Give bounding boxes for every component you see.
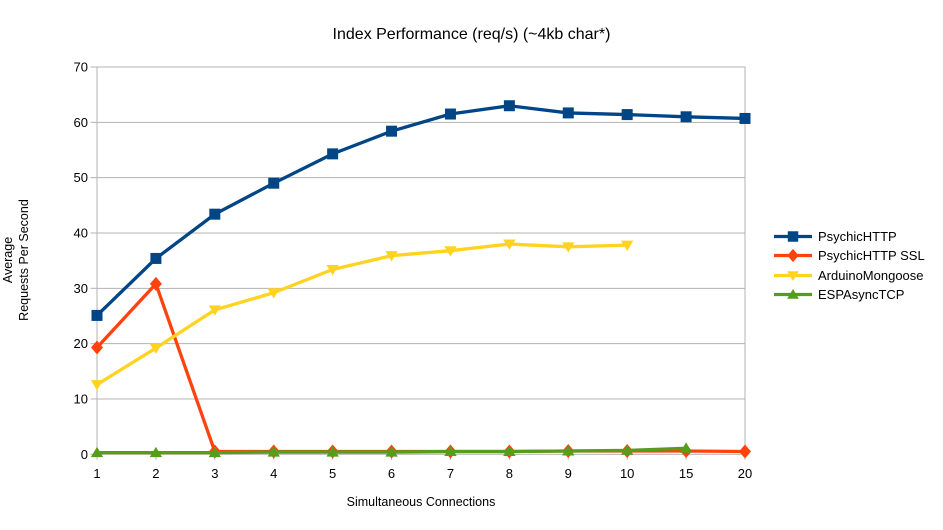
marker-triangle-down xyxy=(149,343,163,354)
marker-triangle-up xyxy=(90,446,104,458)
marker-triangle-up xyxy=(562,445,575,456)
marker-triangle-down xyxy=(208,305,222,316)
marker-square xyxy=(787,231,799,242)
x-tick-label: 8 xyxy=(506,466,513,481)
marker-square xyxy=(150,252,162,264)
y-tick-label: 50 xyxy=(74,170,88,185)
marker-triangle-down xyxy=(444,246,457,257)
marker-square xyxy=(739,112,751,124)
marker-triangle-up xyxy=(149,446,163,458)
y-tick-label: 30 xyxy=(74,281,88,296)
marker-square xyxy=(680,111,692,123)
legend-item: ArduinoMongoose xyxy=(773,266,925,285)
series-line xyxy=(95,280,746,454)
x-tick-label: 20 xyxy=(738,466,752,481)
y-tick-label: 40 xyxy=(74,225,88,240)
x-axis-title: Simultaneous Connections xyxy=(346,495,496,509)
x-axis: 1 2 3 4 5 6 7 8 9 10 15 20 xyxy=(93,454,752,481)
marker-square xyxy=(268,177,280,189)
legend-triangle-up-icon xyxy=(774,289,812,299)
x-tick-label: 4 xyxy=(270,466,277,481)
series-psychichttp xyxy=(91,100,751,321)
legend-label: PsychicHTTP SSL xyxy=(818,248,925,264)
x-tick-label: 15 xyxy=(679,466,693,481)
y-tick-label: 70 xyxy=(74,60,88,75)
legend-item: PsychicHTTP xyxy=(773,227,925,246)
marker-triangle-down xyxy=(90,380,104,391)
x-tick-label: 2 xyxy=(152,466,159,481)
series-line xyxy=(96,242,628,386)
marker-triangle-up xyxy=(208,446,222,458)
gridlines xyxy=(97,121,745,400)
marker-triangle-up xyxy=(787,289,799,299)
marker-triangle-up xyxy=(503,445,516,457)
marker-triangle-up xyxy=(267,446,280,457)
legend-label: PsychicHTTP xyxy=(818,229,897,245)
legend-square-icon xyxy=(774,231,812,242)
marker-square xyxy=(562,107,574,119)
marker-triangle-down xyxy=(620,240,634,251)
legend-label: ESPAsyncTCP xyxy=(818,287,905,303)
x-tick-label: 5 xyxy=(329,466,336,481)
legend-item: PsychicHTTP SSL xyxy=(773,246,925,265)
x-tick-label: 10 xyxy=(620,466,634,481)
marker-triangle-up xyxy=(679,442,693,453)
marker-diamond xyxy=(91,340,103,355)
marker-square xyxy=(503,100,515,112)
marker-triangle-up xyxy=(444,445,457,457)
chart-title: Index Performance (req/s) (~4kb char*) xyxy=(332,26,611,43)
y-axis: 0 10 20 30 40 50 60 70 xyxy=(74,60,97,462)
plot-border xyxy=(96,66,746,455)
series-arduinomongoose xyxy=(90,239,634,391)
legend: PsychicHTTP PsychicHTTP SSL ArduinoMongoos… xyxy=(773,227,925,304)
marker-diamond xyxy=(149,276,162,291)
y-tick-label: 60 xyxy=(74,115,88,130)
marker-diamond xyxy=(787,249,799,263)
marker-triangle-down xyxy=(385,251,398,262)
series-psychichttp-ssl xyxy=(91,276,751,459)
marker-triangle-down xyxy=(267,288,280,299)
y-tick-label: 0 xyxy=(81,447,88,462)
legend-diamond-icon xyxy=(774,249,812,263)
series-line xyxy=(95,104,746,317)
x-tick-label: 6 xyxy=(388,466,395,481)
marker-triangle-down xyxy=(503,239,516,250)
marker-square xyxy=(91,309,103,321)
marker-square xyxy=(327,148,339,160)
x-tick-label: 3 xyxy=(211,466,218,481)
x-tick-label: 7 xyxy=(447,466,454,481)
marker-diamond xyxy=(739,444,751,459)
marker-square xyxy=(386,125,398,137)
series-espasynctcp xyxy=(90,442,693,458)
marker-triangle-down xyxy=(787,270,799,281)
marker-triangle-up xyxy=(620,444,634,455)
marker-square xyxy=(209,208,221,220)
y-tick-label: 20 xyxy=(74,336,88,351)
marker-triangle-down xyxy=(326,265,339,276)
y-tick-label: 10 xyxy=(74,391,88,406)
marker-square xyxy=(444,108,456,120)
legend-label: ArduinoMongoose xyxy=(818,267,924,283)
legend-item: ESPAsyncTCP xyxy=(773,285,925,304)
x-tick-label: 1 xyxy=(93,466,100,481)
marker-square xyxy=(621,109,633,121)
marker-triangle-up xyxy=(326,446,339,457)
legend-triangle-down-icon xyxy=(774,270,812,281)
x-tick-label: 9 xyxy=(565,466,572,481)
marker-triangle-up xyxy=(385,446,398,457)
marker-triangle-down xyxy=(562,242,575,253)
